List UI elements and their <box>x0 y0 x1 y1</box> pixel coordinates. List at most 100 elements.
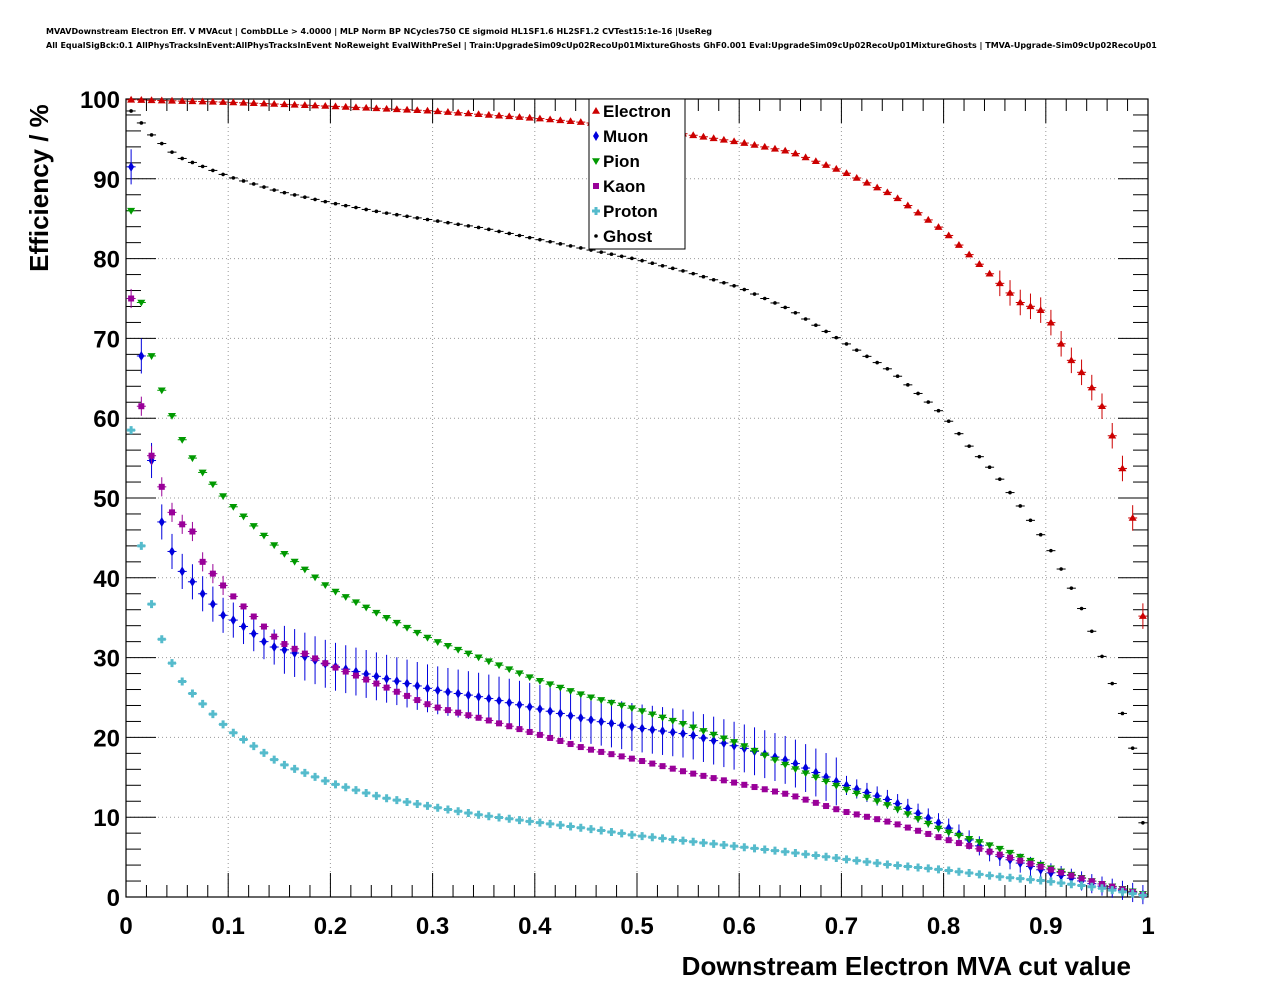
data-point <box>1098 884 1107 893</box>
data-point <box>443 805 452 814</box>
data-point <box>701 274 706 279</box>
data-point <box>515 816 524 825</box>
data-point <box>239 735 248 744</box>
data-point <box>750 140 759 148</box>
data-point <box>752 292 757 296</box>
data-point <box>557 737 564 744</box>
data-point <box>894 798 901 809</box>
data-point <box>1016 874 1025 883</box>
data-point <box>995 279 1004 287</box>
data-point <box>485 717 492 724</box>
x-tick-label: 0.7 <box>825 913 858 940</box>
data-point <box>699 132 708 140</box>
data-point <box>903 811 912 819</box>
data-point <box>414 697 421 704</box>
data-point <box>444 707 451 714</box>
data-point <box>515 113 524 120</box>
data-point <box>382 614 391 622</box>
data-point <box>443 108 452 115</box>
data-point <box>833 806 840 813</box>
data-point <box>403 624 412 632</box>
data-point <box>423 634 432 642</box>
data-point <box>607 827 616 836</box>
data-point <box>863 813 870 820</box>
data-point <box>167 413 176 420</box>
data-point <box>343 203 348 208</box>
data-point <box>476 225 481 230</box>
data-point <box>895 374 900 379</box>
data-point <box>280 550 289 558</box>
legend-label-electron: Electron <box>603 102 671 121</box>
data-point <box>740 139 749 146</box>
data-point <box>495 662 504 670</box>
data-point <box>556 116 565 124</box>
data-point <box>260 636 267 647</box>
data-point <box>618 753 625 760</box>
data-point <box>1067 880 1076 889</box>
data-point <box>372 609 381 617</box>
x-tick-label: 0.2 <box>314 913 347 940</box>
data-point <box>1006 288 1015 296</box>
data-point <box>1018 504 1023 508</box>
data-point <box>547 734 554 741</box>
data-point <box>423 106 432 114</box>
data-point <box>484 658 493 666</box>
data-point <box>157 635 166 644</box>
data-point <box>474 654 483 662</box>
data-point <box>946 419 951 424</box>
data-point <box>230 615 237 626</box>
data-point <box>1110 681 1115 686</box>
data-point <box>270 542 279 550</box>
data-point <box>158 483 165 490</box>
data-point <box>405 214 409 219</box>
data-point <box>884 794 891 805</box>
data-point <box>127 426 136 435</box>
data-point <box>691 271 696 276</box>
series-ghost <box>126 109 1148 825</box>
data-point <box>588 746 595 753</box>
data-point <box>822 161 831 168</box>
data-point <box>546 681 555 689</box>
data-point <box>556 684 565 692</box>
data-point <box>1036 306 1045 313</box>
data-point <box>976 845 983 852</box>
data-point <box>791 766 800 774</box>
data-point <box>260 623 267 630</box>
legend-marker-kaon <box>593 183 599 189</box>
data-point <box>965 250 974 258</box>
data-point <box>446 220 450 225</box>
data-point <box>433 107 442 115</box>
y-tick-label: 80 <box>93 247 120 274</box>
data-point <box>862 178 871 186</box>
data-point <box>1057 878 1066 887</box>
data-point <box>1138 891 1147 900</box>
data-point <box>914 863 923 872</box>
data-point <box>198 97 207 105</box>
data-point <box>883 802 892 809</box>
data-point <box>291 645 298 652</box>
data-point <box>925 830 932 837</box>
data-point <box>576 691 585 699</box>
data-point <box>546 819 555 828</box>
data-point <box>782 790 789 797</box>
data-point <box>699 838 708 847</box>
data-point <box>709 134 718 142</box>
data-point <box>435 219 440 223</box>
data-point <box>475 714 482 721</box>
data-point <box>290 764 299 773</box>
data-point <box>392 105 401 113</box>
data-point <box>669 727 676 738</box>
data-point <box>862 857 871 866</box>
data-point <box>507 231 512 236</box>
data-point <box>383 684 390 691</box>
data-point <box>690 770 697 777</box>
data-point <box>536 731 543 738</box>
data-point <box>803 317 808 321</box>
data-point <box>627 705 636 713</box>
legend-marker-ghost <box>594 234 598 238</box>
data-point <box>323 199 328 204</box>
data-point <box>903 862 912 871</box>
data-point <box>259 748 268 757</box>
data-point <box>495 813 504 822</box>
data-point <box>157 387 166 395</box>
